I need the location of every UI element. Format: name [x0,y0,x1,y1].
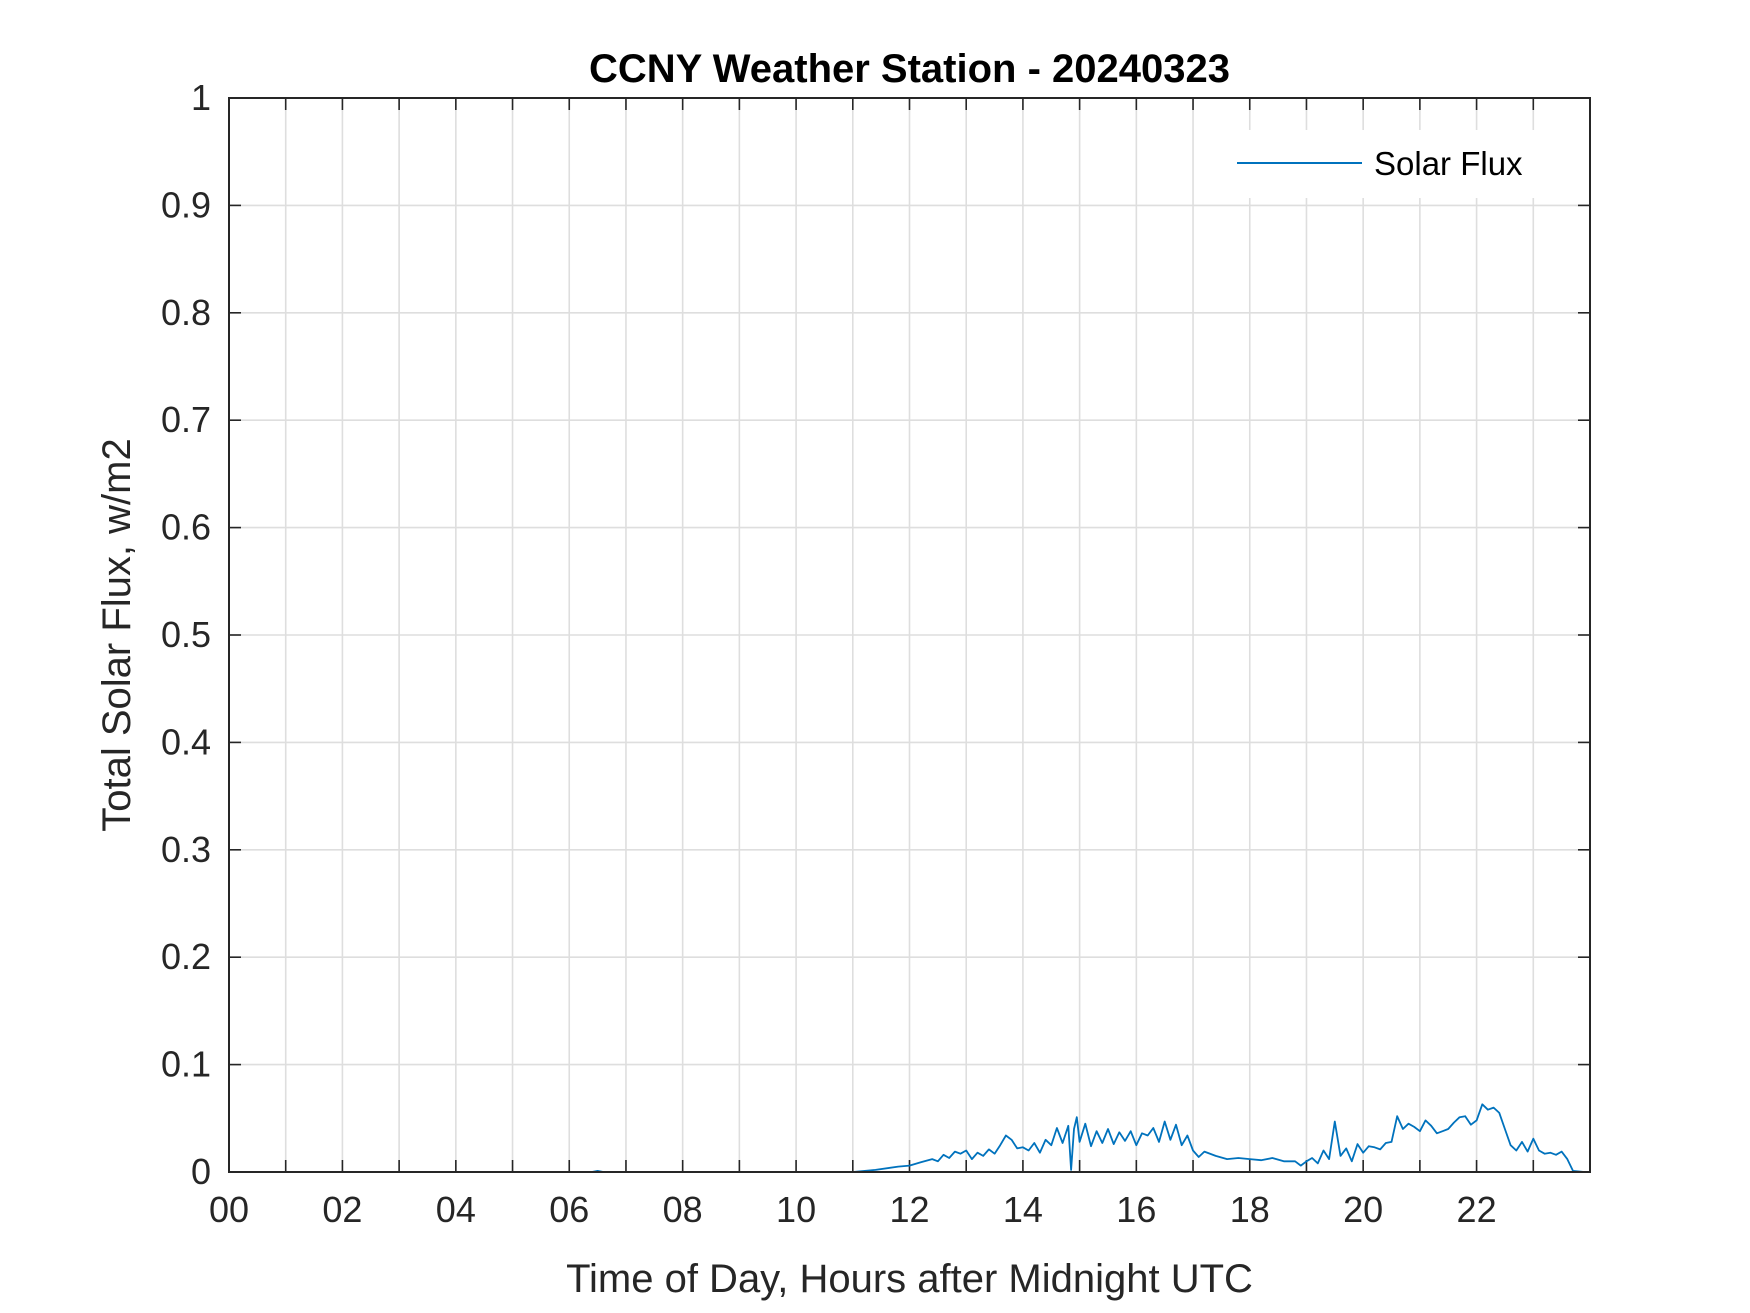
x-tick-label: 08 [663,1189,703,1230]
x-tick-label: 22 [1457,1189,1497,1230]
y-tick-label: 0.5 [161,614,211,655]
x-axis-label: Time of Day, Hours after Midnight UTC [566,1257,1253,1301]
x-tick-label: 16 [1116,1189,1156,1230]
legend-label-solar-flux: Solar Flux [1374,145,1523,182]
y-tick-label: 0.8 [161,292,211,333]
y-tick-label: 0.2 [161,936,211,977]
x-tick-label: 04 [436,1189,476,1230]
x-tick-label: 12 [889,1189,929,1230]
x-tick-label: 18 [1230,1189,1270,1230]
y-tick-label: 0.4 [161,721,211,762]
chart-title: CCNY Weather Station - 20240323 [589,47,1230,91]
x-tick-label: 00 [209,1189,249,1230]
x-tick-label: 10 [776,1189,816,1230]
y-tick-label: 0.3 [161,829,211,870]
x-tick-label: 14 [1003,1189,1043,1230]
grid [229,98,1590,1172]
y-tick-label: 0 [191,1151,211,1192]
x-tick-label: 20 [1343,1189,1383,1230]
y-axis-label: Total Solar Flux, w/m2 [95,438,139,831]
y-tick-label: 0.1 [161,1044,211,1085]
series-layer [229,1103,1585,1173]
x-tick-label: 06 [549,1189,589,1230]
tick-labels: 00 02 04 06 08 10 12 14 16 18 20 22 0 0.1 0.2 0.3 0.4 0.5… [161,77,1497,1230]
x-tick-label: 02 [322,1189,362,1230]
axes-box [228,97,1591,1173]
series-line-solar-flux [229,1103,1585,1173]
y-tick-label: 0.9 [161,184,211,225]
y-tick-label: 0.7 [161,399,211,440]
y-tick-label: 1 [191,77,211,118]
legend: Solar Flux [1222,130,1562,198]
y-tick-label: 0.6 [161,507,211,548]
